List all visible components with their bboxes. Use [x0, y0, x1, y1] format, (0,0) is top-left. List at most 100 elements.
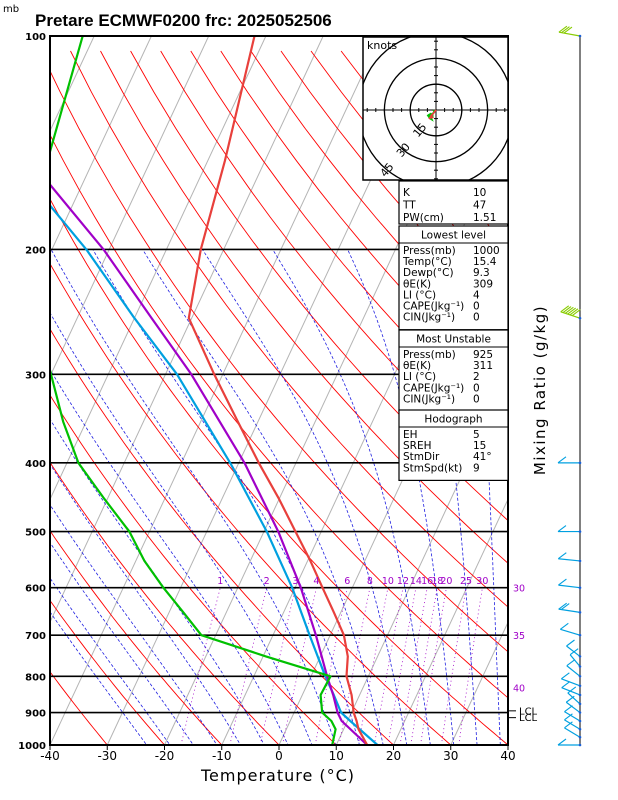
dry-adiabat	[50, 599, 166, 745]
pw-value: 1.51	[473, 212, 496, 224]
wind-barb-shaft	[569, 654, 581, 667]
moist-adiabat	[92, 249, 360, 745]
dry-adiabat	[160, 50, 508, 480]
wind-barb-flag	[562, 306, 572, 313]
mixing-ratio-label: 8	[367, 576, 373, 587]
k-index-label: K	[403, 187, 411, 199]
lowest-level-row-label: LI (°C)	[403, 289, 436, 301]
hodograph-stats-row-value: 9	[473, 462, 480, 474]
wind-barb-shaft	[561, 687, 581, 696]
wind-barb-flag	[557, 456, 567, 464]
mixing-ratio-label: 20	[440, 576, 452, 587]
wind-level-dot	[578, 633, 582, 637]
wind-barb-flag	[564, 721, 573, 729]
mixing-ratio-label: 18	[431, 576, 443, 587]
indices-panel: K 10 TT 47 PW(cm) 1.51 Lowest level Press(mb) 10…	[398, 180, 509, 482]
moist-adiabat	[50, 418, 265, 745]
mixing-ratio-label: 4	[313, 576, 319, 587]
right-axis-label: Mixing Ratio (g/kg)	[531, 305, 549, 475]
wind-barb-shaft	[564, 727, 581, 738]
mixing-ratio-label: 14	[410, 576, 422, 587]
wind-barb-flag	[566, 639, 575, 647]
dry-adiabat	[50, 69, 508, 653]
most-unstable-row-value: 925	[473, 349, 493, 361]
dry-adiabat	[50, 198, 508, 745]
temperature-tick-label: -10	[212, 749, 232, 763]
lowest-level-header: Lowest level	[421, 230, 486, 242]
mixing-ratio-label: 30	[476, 576, 488, 587]
mixing-ratio-label: 3	[292, 576, 298, 587]
wind-level-dot	[578, 727, 582, 731]
temperature-line	[187, 36, 369, 745]
lcl-label: LCL	[519, 706, 538, 717]
hodograph-stats-row-label: SREH	[403, 440, 432, 452]
lowest-level-row-label: CAPE(Jkg⁻¹)	[403, 301, 464, 313]
hodograph-stats-box	[398, 409, 509, 482]
wind-level-dot	[578, 530, 582, 533]
lowest-level-row-value: 9.3	[473, 267, 490, 279]
temperature-tick-label: 30	[443, 749, 458, 763]
temperature-tick-label: 10	[329, 749, 344, 763]
wind-barb-flag	[561, 26, 570, 34]
isotherm-line	[50, 36, 210, 378]
wind-barb-flag	[560, 603, 570, 610]
lowest-level-row-label: Dewp(°C)	[403, 267, 454, 279]
wind-level-dot	[578, 461, 582, 465]
right-temperature-label: 40	[513, 684, 525, 695]
dry-adiabat	[50, 394, 337, 745]
wind-barb-flag	[557, 738, 567, 746]
dewpoint-line	[50, 36, 337, 745]
moist-adiabat	[50, 577, 171, 745]
wind-barb-shaft	[565, 701, 581, 714]
pressure-tick-label: 100	[25, 32, 46, 43]
temperature-tick-label: 20	[386, 749, 401, 763]
dry-adiabat	[50, 529, 223, 745]
pressure-tick-label: 800	[25, 672, 46, 683]
wind-barb-flag	[558, 578, 567, 586]
wind-barb-flag	[557, 552, 567, 560]
pressure-tick-label: 500	[25, 528, 46, 539]
wind-barb-flag	[558, 602, 567, 610]
right-temperature-label: 35	[513, 631, 525, 642]
most-unstable-header: Most Unstable	[416, 334, 491, 346]
wind-barb-flag	[567, 686, 577, 694]
hodograph-unit-label: knots	[367, 39, 397, 52]
pw-label: PW(cm)	[403, 212, 444, 224]
dry-adiabat	[50, 262, 452, 745]
tt-index-value: 47	[473, 200, 486, 212]
isotherm-line	[50, 36, 381, 745]
wind-barb-shaft	[558, 584, 581, 589]
wind-level-dot	[578, 586, 582, 590]
sounding-profiles	[50, 36, 379, 745]
most-unstable-row-label: LI (°C)	[403, 371, 436, 383]
k-index-value: 10	[473, 187, 486, 199]
most-unstable-row-value: 0	[473, 393, 480, 405]
wind-barb-shaft	[560, 628, 581, 636]
temperature-tick-label: -40	[40, 749, 60, 763]
lowest-level-row-label: Temp(°C)	[402, 256, 452, 268]
temperature-axis: -40 -30 -20 -10 0 10 20 30 40	[40, 745, 516, 763]
wind-level-dot	[578, 743, 582, 747]
moist-adiabat	[142, 249, 384, 745]
lowest-level-row-value: 309	[473, 278, 493, 290]
mixing-ratio-label: 12	[397, 576, 409, 587]
wind-barb-flag	[566, 659, 576, 667]
most-unstable-row-label: Press(mb)	[403, 349, 456, 361]
moist-adiabat	[50, 611, 148, 745]
hodograph-stats-row-value: 15	[473, 440, 486, 452]
wind-barb-shaft	[561, 678, 581, 687]
wind-barb-flag	[564, 705, 573, 713]
lowest-level-row-label: Press(mb)	[403, 245, 456, 257]
isotherm-line	[50, 36, 324, 624]
lowest-level-row-value: 15.4	[473, 256, 497, 268]
hodograph-stats-row-label: StmDir	[403, 451, 440, 463]
lowest-level-row-value: 1000	[473, 245, 500, 257]
wind-level-dot	[578, 559, 582, 563]
mixing-ratio-line	[229, 587, 268, 745]
wind-barb-flag	[564, 713, 573, 721]
hodograph-stats-row-label: StmSpd(kt)	[403, 462, 462, 474]
wind-level-dot	[578, 735, 582, 739]
parcel-line	[50, 182, 368, 745]
